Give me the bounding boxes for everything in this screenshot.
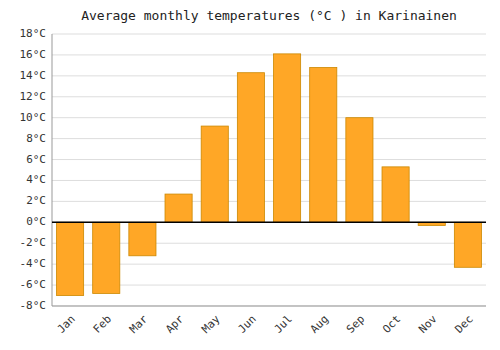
x-tick-label: Aug — [308, 313, 331, 336]
grid-line — [52, 222, 486, 223]
y-tick-label: 18°C — [20, 27, 47, 40]
bar — [165, 194, 192, 222]
bar — [454, 222, 481, 267]
y-tick-label: 14°C — [20, 69, 47, 82]
x-tick-label: May — [199, 312, 223, 336]
y-tick-label: 4°C — [26, 173, 46, 186]
bars — [57, 54, 482, 296]
grid-line — [52, 54, 486, 55]
x-tick-label: Jun — [235, 313, 258, 336]
baseline — [52, 222, 486, 224]
grid-line — [52, 75, 486, 76]
x-tick-label: Apr — [163, 312, 187, 336]
grid-line — [52, 201, 486, 202]
x-tick-label: Jul — [272, 313, 295, 336]
bar — [201, 126, 228, 222]
bar — [274, 54, 301, 222]
grid-line — [52, 306, 486, 307]
chart-container: -8°C -6°C -4°C -2°C 0°C 2°C 4°C 6°C 8°C 10°C 12°C 1… — [0, 0, 500, 350]
y-grid — [52, 34, 486, 306]
grid-line — [52, 34, 486, 35]
y-tick-label: 8°C — [26, 132, 46, 145]
y-tick-label: -4°C — [20, 257, 47, 270]
y-tick-labels: -8°C -6°C -4°C -2°C 0°C 2°C 4°C 6°C 8°C 10°C 12°C 1… — [20, 27, 47, 312]
y-tick-label: 2°C — [26, 194, 46, 207]
title: Average monthly temperatures (°C ) in Ka… — [81, 8, 457, 23]
grid-line — [52, 180, 486, 181]
x-tick-label: Sep — [344, 313, 367, 336]
x-axis-line — [52, 306, 486, 307]
y-tick-label: -8°C — [20, 299, 47, 312]
grid-line — [52, 96, 486, 97]
bar — [237, 73, 264, 223]
bar — [346, 118, 373, 223]
bar — [57, 222, 84, 295]
x-tick-label: Nov — [416, 312, 440, 336]
x-tick-label: Mar — [127, 312, 151, 336]
grid-line — [52, 117, 486, 118]
x-tick-label: Jan — [55, 313, 78, 336]
chart: -8°C -6°C -4°C -2°C 0°C 2°C 4°C 6°C 8°C 10°C 12°C 1… — [0, 0, 500, 350]
y-tick-label: -6°C — [20, 278, 47, 291]
bar — [93, 222, 120, 293]
y-tick-label: 16°C — [20, 48, 47, 61]
x-tick-labels: Jan Feb Mar Apr May Jun Jul Aug Sep Oct Nov Dec — [55, 312, 476, 336]
y-tick-label: 10°C — [20, 111, 47, 124]
x-tick-label: Dec — [452, 313, 475, 336]
bar — [310, 67, 337, 222]
bar — [382, 167, 409, 222]
grid-line — [52, 159, 486, 160]
y-tick-label: -2°C — [20, 236, 47, 249]
x-tick-label: Feb — [91, 313, 114, 336]
y-tick-label: 6°C — [26, 153, 46, 166]
grid-line — [52, 138, 486, 139]
y-axis-line — [52, 34, 53, 306]
y-tick-label: 12°C — [20, 90, 47, 103]
bar — [129, 222, 156, 255]
y-tick-label: 0°C — [26, 215, 46, 228]
x-tick-label: Oct — [380, 313, 403, 336]
